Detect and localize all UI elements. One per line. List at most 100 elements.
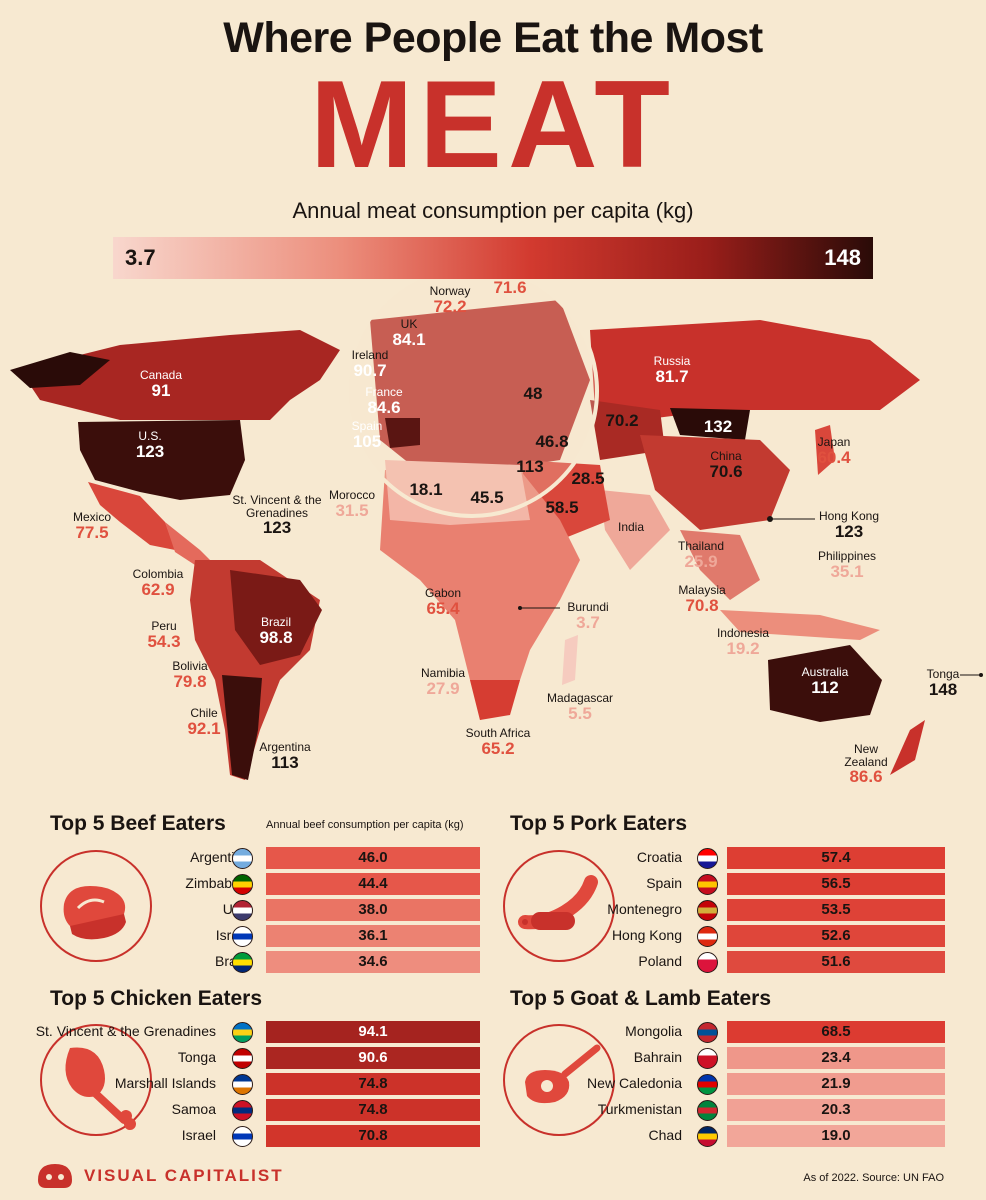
chicken-row-bar: 90.6 — [266, 1047, 480, 1069]
map-label-indonesia: Indonesia 19.2 — [716, 626, 770, 658]
subtitle: Annual meat consumption per capita (kg) — [292, 198, 694, 223]
map-label-eastern-europe: 48 — [523, 384, 543, 403]
goat-row-bar: 20.3 — [727, 1099, 945, 1121]
title-line2: MEAT — [309, 56, 677, 194]
pork-row-bar: 51.6 — [727, 951, 945, 973]
goat-row-label: Mongolia — [625, 1023, 682, 1039]
map-label-libya: 45.5 — [470, 488, 504, 507]
footer-source: As of 2022. Source: UN FAO — [803, 1172, 944, 1184]
pork-row-flag-icon — [697, 874, 718, 895]
argentina-shape — [222, 675, 262, 780]
goat-row-bar: 68.5 — [727, 1021, 945, 1043]
drumstick-icon — [65, 1047, 136, 1130]
pork-row-flag-icon — [697, 848, 718, 869]
canada-shape — [20, 330, 340, 420]
hong-kong-dot — [767, 516, 773, 522]
goat-row-label: New Caledonia — [587, 1075, 682, 1091]
map-label-hong-kong: Hong Kong 123 — [818, 509, 880, 541]
goat-icon-circle — [503, 1024, 615, 1136]
us-shape — [78, 420, 245, 500]
chicken-row-flag-icon — [232, 1100, 253, 1121]
chicken-row-bar: 70.8 — [266, 1125, 480, 1147]
central-america-shape — [165, 522, 210, 565]
china-shape — [640, 435, 790, 530]
pork-panel-title: Top 5 Pork Eaters — [510, 812, 688, 835]
map-label-saudi-arabia: 58.5 — [545, 498, 579, 517]
goat-row-flag-icon — [697, 1048, 718, 1069]
pork-row-bar: 52.6 — [727, 925, 945, 947]
map-label-colombia: Colombia 62.9 — [132, 567, 184, 599]
logo-icon — [38, 1164, 72, 1188]
beef-row-bar: 38.0 — [266, 899, 480, 921]
map-label-israel: 113 — [516, 457, 544, 476]
beef-row-flag-icon — [232, 900, 253, 921]
map-label-kazakhstan: 70.2 — [605, 411, 639, 430]
map-label-peru: Peru 54.3 — [147, 619, 181, 651]
beef-row-label: Brazil — [50, 953, 250, 969]
chicken-row-flag-icon — [232, 1022, 253, 1043]
beef-row-label: U.S. — [50, 901, 250, 917]
pork-row-flag-icon — [697, 900, 718, 921]
map-label-canada: Canada 91 — [139, 368, 183, 400]
map-label-chile: Chile 92.1 — [187, 706, 221, 738]
goat-row-bar: 19.0 — [727, 1125, 945, 1147]
beef-row-bar: 34.6 — [266, 951, 480, 973]
map-label-namibia: Namibia 27.9 — [420, 666, 465, 698]
mexico-shape — [88, 482, 175, 550]
scale-max-label: 148 — [824, 245, 861, 270]
map-label-gabon: Gabon 65.4 — [424, 586, 462, 618]
map-label-norway: Norway 72.2 — [429, 284, 471, 316]
map-label-iran: 28.5 — [571, 469, 605, 488]
goat-row-label: Chad — [648, 1127, 682, 1143]
pork-row-bar: 57.4 — [727, 847, 945, 869]
chicken-row-label: St. Vincent & the Grenadines — [35, 1023, 216, 1039]
pork-row-label: Poland — [638, 953, 682, 969]
pork-row-label: Hong Kong — [611, 927, 682, 943]
map-label-algeria: 18.1 — [409, 480, 443, 499]
chicken-row-flag-icon — [232, 1074, 253, 1095]
map-label-ireland: Ireland 90.7 — [351, 348, 389, 380]
goat-row-bar: 23.4 — [727, 1047, 945, 1069]
russia-shape — [590, 320, 920, 420]
map-label-morocco: Morocco 31.5 — [328, 488, 375, 520]
map-label-south-africa: South Africa 65.2 — [465, 726, 531, 758]
chicken-row-label: Samoa — [171, 1101, 216, 1117]
map-label-new-zealand: New Zealand 86.6 — [844, 742, 888, 787]
footer-brand: VISUAL CAPITALIST — [84, 1166, 284, 1185]
map-label-mongolia: 132 — [703, 417, 733, 436]
goat-row-label: Bahrain — [633, 1049, 682, 1065]
map-label-madagascar: Madagascar 5.5 — [546, 691, 614, 723]
chicken-row-flag-icon — [232, 1126, 253, 1147]
chicken-row-bar: 74.8 — [266, 1073, 480, 1095]
spain-shape — [385, 418, 420, 448]
map-label-malaysia: Malaysia 70.8 — [678, 583, 726, 615]
map-label-spain: Spain 105 — [351, 419, 383, 451]
sausage-icon — [518, 875, 598, 930]
map-label-india: India 6.6 — [617, 520, 645, 552]
map-label-philippines: Philippines 35.1 — [817, 549, 877, 581]
world-map — [10, 264, 983, 780]
steak-icon — [63, 886, 126, 940]
map-label-russia: Russia 81.7 — [653, 354, 691, 386]
map-label-tonga: Tonga 148 — [926, 667, 960, 699]
map-label-argentina: Argentina 113 — [259, 740, 311, 772]
beef-icon-circle — [40, 850, 152, 962]
beef-row-flag-icon — [232, 874, 253, 895]
map-label-mexico: Mexico 77.5 — [72, 510, 111, 542]
new-zealand-shape — [890, 720, 925, 775]
pork-row-bar: 56.5 — [727, 873, 945, 895]
scale-min-label: 3.7 — [125, 245, 156, 270]
chicken-panel-title: Top 5 Chicken Eaters — [50, 987, 263, 1010]
southeast-asia-shape — [680, 530, 760, 600]
indonesia-shape — [720, 610, 880, 640]
beef-row-bar: 36.1 — [266, 925, 480, 947]
map-label-burundi: Burundi 3.7 — [567, 600, 609, 632]
beef-row-flag-icon — [232, 926, 253, 947]
map-label-us: U.S. 123 — [135, 429, 165, 461]
pork-row-label: Croatia — [636, 849, 682, 865]
goat-row-flag-icon — [697, 1100, 718, 1121]
beef-row-label: Zimbabwe — [185, 875, 250, 891]
map-label-japan: Japan 60.4 — [817, 435, 851, 467]
goat-row-bar: 21.9 — [727, 1073, 945, 1095]
